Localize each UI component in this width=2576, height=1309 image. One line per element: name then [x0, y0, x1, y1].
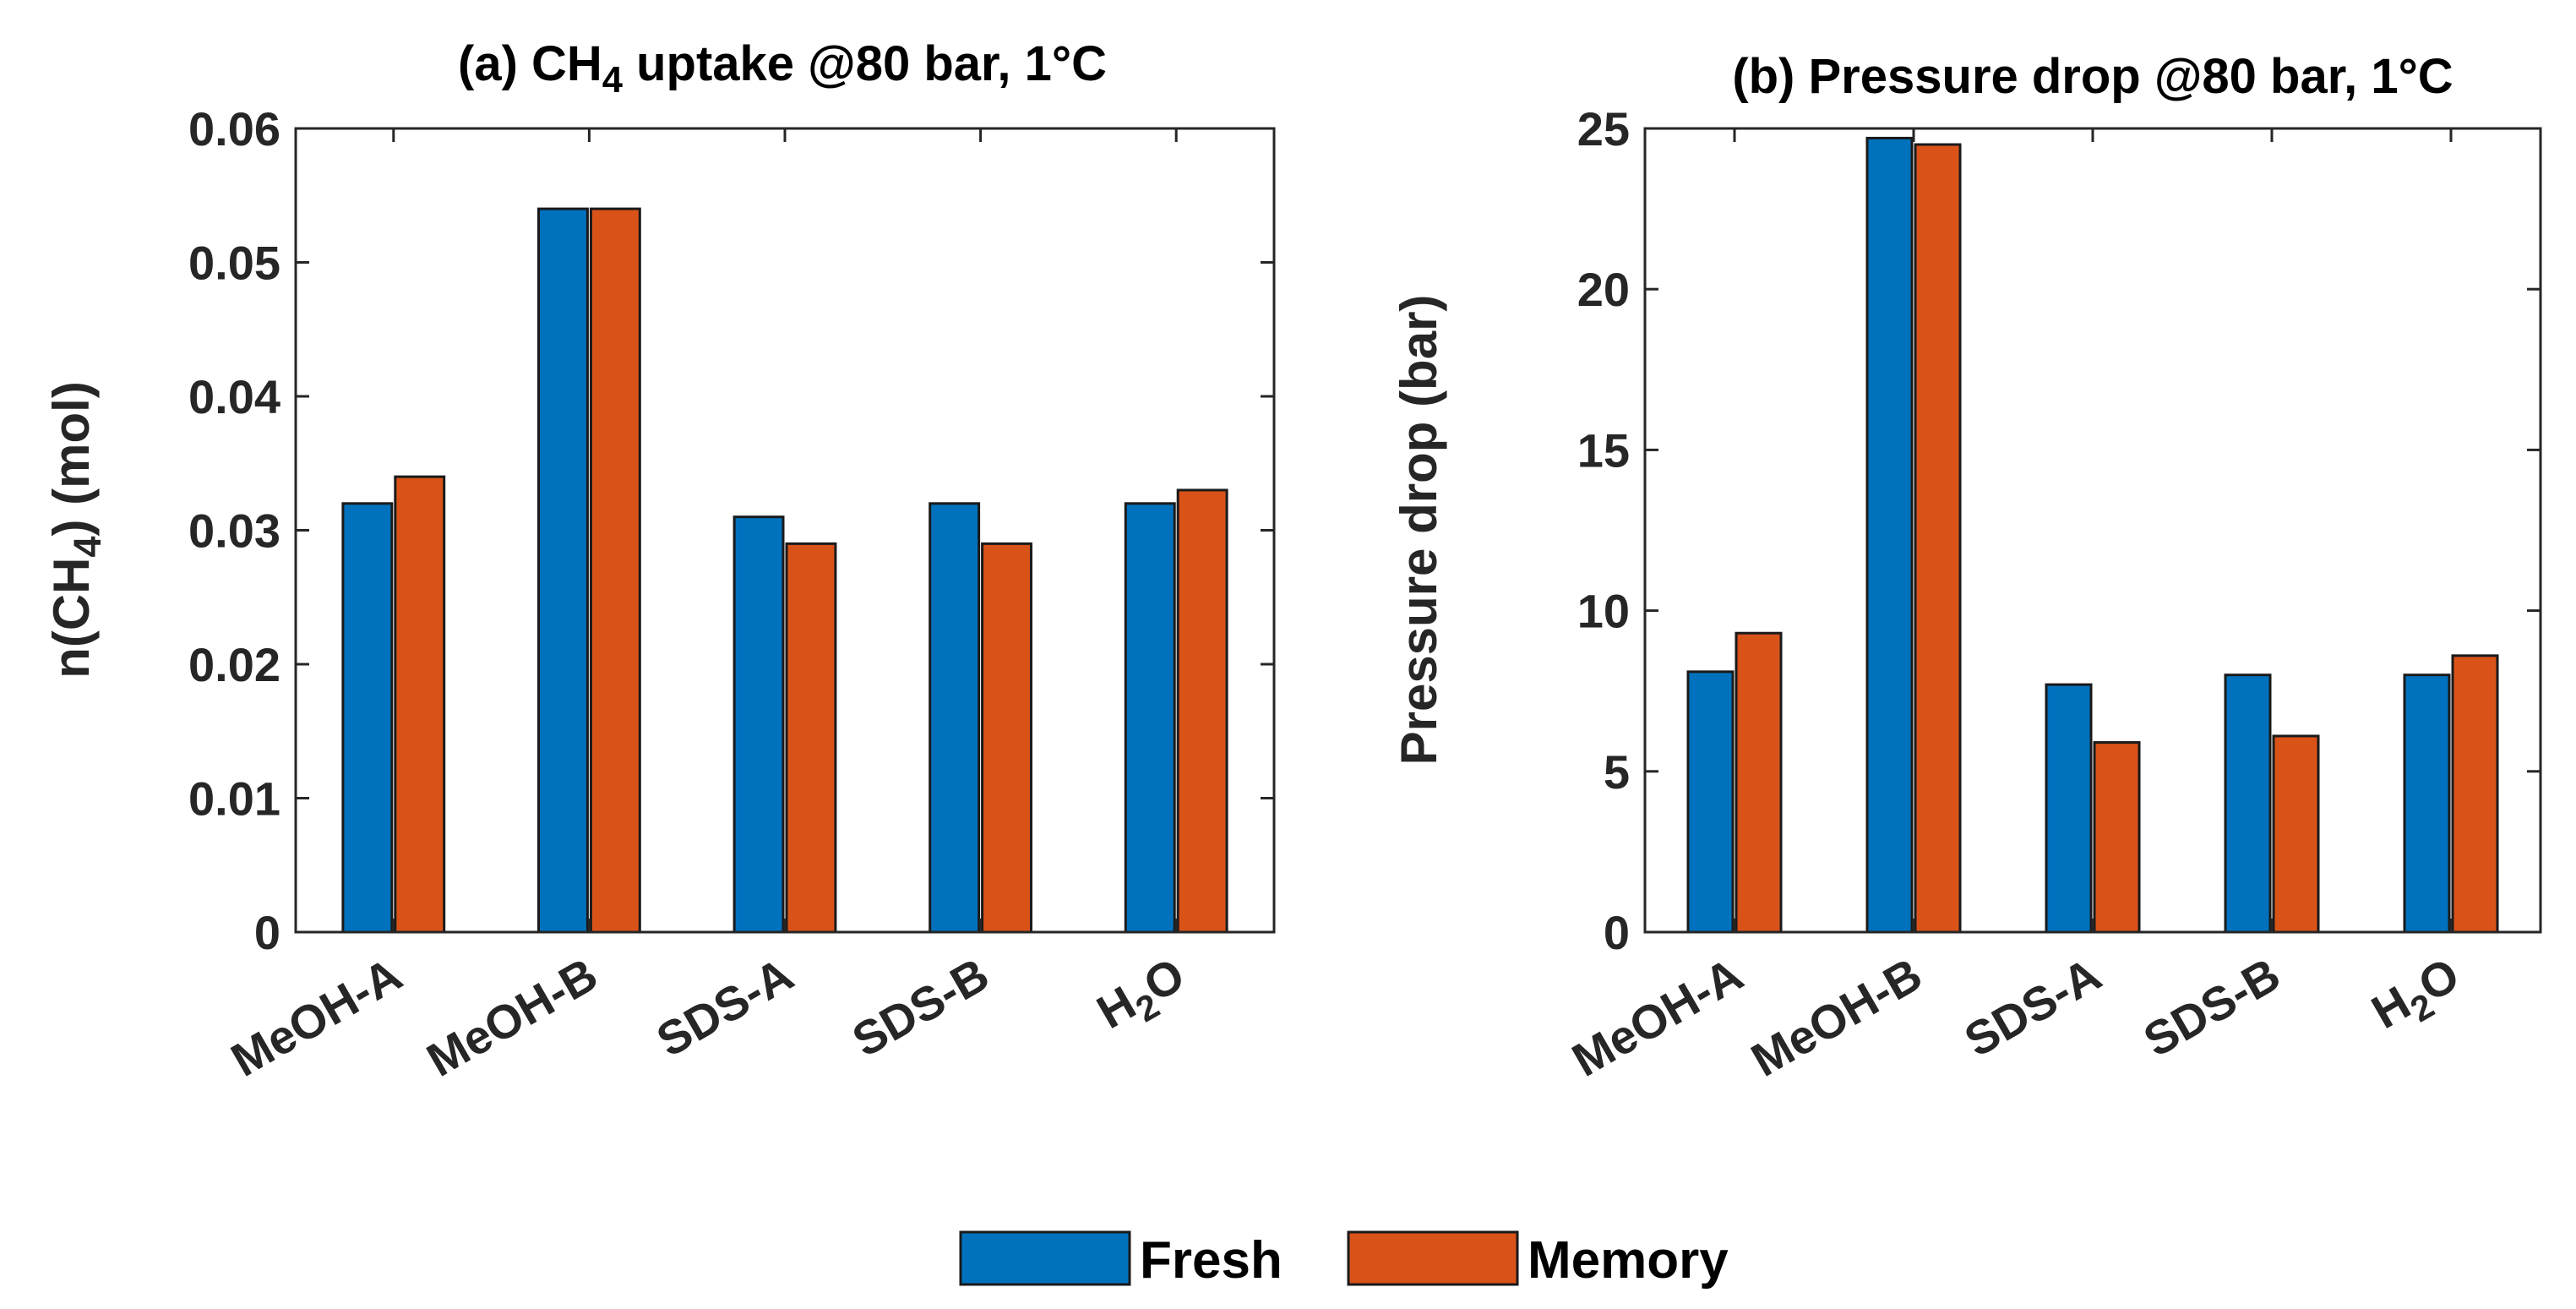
bar-a-fresh-0 — [341, 502, 394, 934]
xtick-label-b-2: SDS-A — [1956, 947, 2110, 1067]
legend: Fresh Memory — [959, 1230, 1729, 1290]
ytick-label-a-6: 0.06 — [188, 102, 280, 155]
bar-a-memory-2 — [785, 542, 837, 934]
ytick-label-a-1: 0.01 — [188, 772, 280, 826]
xtick-label-a-3: SDS-B — [843, 947, 997, 1067]
bar-a-fresh-4 — [1124, 502, 1176, 934]
ytick-label-b-1: 5 — [1604, 745, 1630, 799]
ytick-label-b-0: 0 — [1604, 906, 1630, 959]
y-axis-label-a: n(CH4) (mol) — [43, 381, 109, 679]
legend-swatch-memory — [1347, 1230, 1519, 1286]
xtick-label-b-0: MeOH-A — [1563, 947, 1751, 1087]
chart-title-a: (a) CH4 uptake @80 bar, 1°C — [458, 36, 1107, 101]
bar-b-memory-3 — [2272, 734, 2320, 934]
ytick-label-a-4: 0.04 — [188, 370, 280, 423]
xtick-label-a-0: MeOH-A — [222, 947, 411, 1087]
bar-b-fresh-3 — [2224, 674, 2272, 934]
xtick-label-b-1: MeOH-B — [1742, 947, 1931, 1087]
xtick-label-a-2: SDS-A — [648, 947, 802, 1067]
bar-a-memory-3 — [981, 542, 1032, 934]
bar-a-memory-4 — [1176, 488, 1228, 934]
bar-b-fresh-2 — [2045, 683, 2093, 934]
ytick-label-a-5: 0.05 — [188, 237, 280, 290]
bar-b-fresh-4 — [2403, 674, 2451, 934]
xtick-label-b-4: H2O — [2363, 947, 2473, 1047]
xtick-label-a-4: H2O — [1088, 947, 1198, 1047]
bar-a-memory-1 — [589, 207, 641, 934]
bar-b-memory-0 — [1735, 631, 1783, 934]
legend-label-fresh: Fresh — [1140, 1231, 1283, 1290]
panel-a-chart: 0 0.01 0.02 0.03 0.04 0.05 0.06 MeOH-A MeOH-B SDS… — [43, 36, 1276, 1087]
bar-b-memory-1 — [1914, 143, 1962, 934]
ytick-label-b-3: 15 — [1577, 423, 1630, 477]
legend-label-memory: Memory — [1528, 1231, 1729, 1290]
chart-title-b: (b) Pressure drop @80 bar, 1°C — [1732, 49, 2453, 104]
bar-a-fresh-1 — [537, 207, 589, 934]
bar-b-fresh-0 — [1686, 670, 1735, 934]
bar-b-fresh-1 — [1865, 136, 1914, 934]
xtick-label-b-3: SDS-B — [2135, 947, 2289, 1067]
bar-b-memory-4 — [2451, 654, 2499, 934]
ytick-label-b-2: 10 — [1577, 585, 1630, 638]
ytick-label-a-3: 0.03 — [188, 505, 280, 558]
bar-a-memory-0 — [394, 475, 446, 934]
legend-swatch-fresh — [959, 1230, 1131, 1286]
bar-a-fresh-3 — [929, 502, 981, 934]
ytick-label-b-5: 25 — [1577, 102, 1630, 155]
xtick-label-a-1: MeOH-B — [418, 947, 607, 1087]
ytick-label-b-4: 20 — [1577, 263, 1630, 316]
bar-a-fresh-2 — [732, 515, 785, 934]
ytick-label-a-0: 0 — [254, 906, 280, 959]
ytick-label-a-2: 0.02 — [188, 638, 280, 691]
y-axis-label-b: Pressure drop (bar) — [1391, 295, 1447, 766]
bar-b-memory-2 — [2093, 741, 2141, 934]
